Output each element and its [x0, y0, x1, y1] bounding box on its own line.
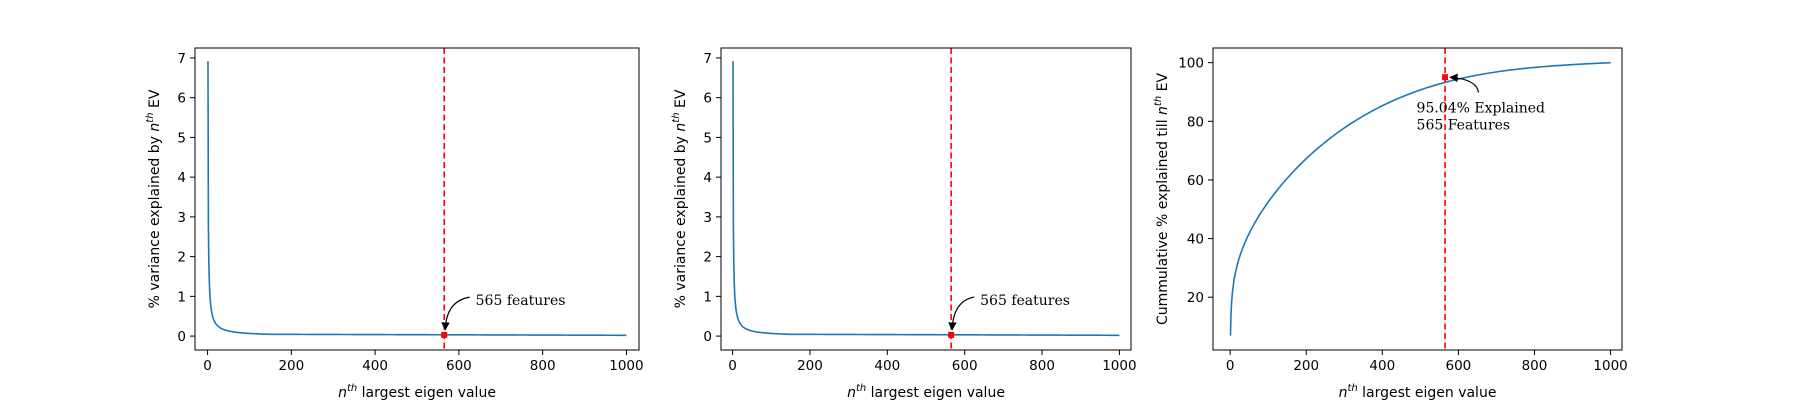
- y-tick-label: 60: [1187, 173, 1204, 189]
- y-axis-label: % variance explained by nth EV: [671, 89, 689, 308]
- x-tick-label: 1000: [1593, 358, 1627, 374]
- annotation-arrow: [948, 296, 975, 331]
- y-tick-label: 3: [177, 210, 186, 226]
- annotation-text: 95.04% Explained: [1417, 101, 1546, 117]
- x-tick-label: 600: [446, 358, 472, 374]
- axes-frame: [194, 47, 640, 351]
- cutoff-marker: [948, 331, 955, 338]
- series-line: [732, 61, 1120, 337]
- x-tick-label: 600: [1446, 358, 1472, 374]
- x-tick-label: 200: [797, 358, 823, 374]
- x-tick-label: 0: [728, 358, 737, 374]
- axes-frame: [720, 47, 1132, 351]
- annotation-arrow: [441, 296, 470, 331]
- x-tick-label: 0: [203, 358, 212, 374]
- x-axis-label: nth largest eigen value: [847, 383, 1005, 400]
- y-tick-label: 80: [1187, 114, 1204, 130]
- annotation-text: 565 Features: [1417, 118, 1511, 134]
- annotation-text: 565 features: [476, 293, 566, 309]
- y-tick-label: 100: [1178, 56, 1204, 72]
- y-tick-label: 7: [177, 51, 186, 67]
- y-tick-label: 2: [703, 250, 712, 266]
- series-line: [207, 61, 627, 337]
- x-tick-label: 1000: [609, 358, 643, 374]
- y-tick-label: 6: [177, 91, 186, 107]
- annotation-arrow: [1449, 73, 1480, 93]
- x-tick-label: 200: [278, 358, 304, 374]
- x-tick-label: 600: [952, 358, 978, 374]
- x-tick-label: 800: [1522, 358, 1548, 374]
- x-axis-label: nth largest eigen value: [1339, 383, 1497, 400]
- y-tick-label: 7: [703, 51, 712, 67]
- x-tick-label: 200: [1293, 358, 1319, 374]
- x-axis-label: nth largest eigen value: [338, 383, 496, 400]
- y-tick-label: 6: [703, 91, 712, 107]
- y-tick-label: 3: [703, 210, 712, 226]
- y-tick-label: 4: [177, 170, 186, 186]
- x-tick-label: 800: [1029, 358, 1055, 374]
- y-axis-label: Cummulative % explained till nth EV: [1153, 73, 1171, 326]
- cutoff-marker: [441, 331, 448, 338]
- y-tick-label: 0: [177, 329, 186, 345]
- axes-frame: [1212, 47, 1623, 351]
- y-tick-label: 4: [703, 170, 712, 186]
- y-tick-label: 1: [703, 289, 712, 305]
- y-axis-label: % variance explained by nth EV: [145, 89, 163, 308]
- y-tick-label: 5: [177, 130, 186, 146]
- x-tick-label: 400: [874, 358, 900, 374]
- x-tick-label: 400: [1369, 358, 1395, 374]
- y-tick-label: 20: [1187, 290, 1204, 306]
- y-tick-label: 0: [703, 329, 712, 345]
- y-tick-label: 1: [177, 289, 186, 305]
- series-line: [1229, 61, 1611, 336]
- chart-panel-2: 565 features 0 200 400 600 800 1000 0 1 2 3 4 5 6 7 nth…: [671, 47, 1137, 400]
- y-tick-label: 5: [703, 130, 712, 146]
- x-tick-label: 0: [1226, 358, 1235, 374]
- y-tick-label: 2: [177, 250, 186, 266]
- y-tick-label: 40: [1187, 232, 1204, 248]
- x-tick-label: 400: [362, 358, 388, 374]
- cutoff-marker: [1442, 74, 1449, 81]
- x-tick-label: 800: [530, 358, 556, 374]
- annotation-text: 565 features: [980, 293, 1070, 309]
- x-tick-label: 1000: [1102, 358, 1136, 374]
- chart-panel-1: 565 features 0 200 400 600 800 1000 0 1 2 3 4 5 6 7 nth…: [145, 47, 644, 400]
